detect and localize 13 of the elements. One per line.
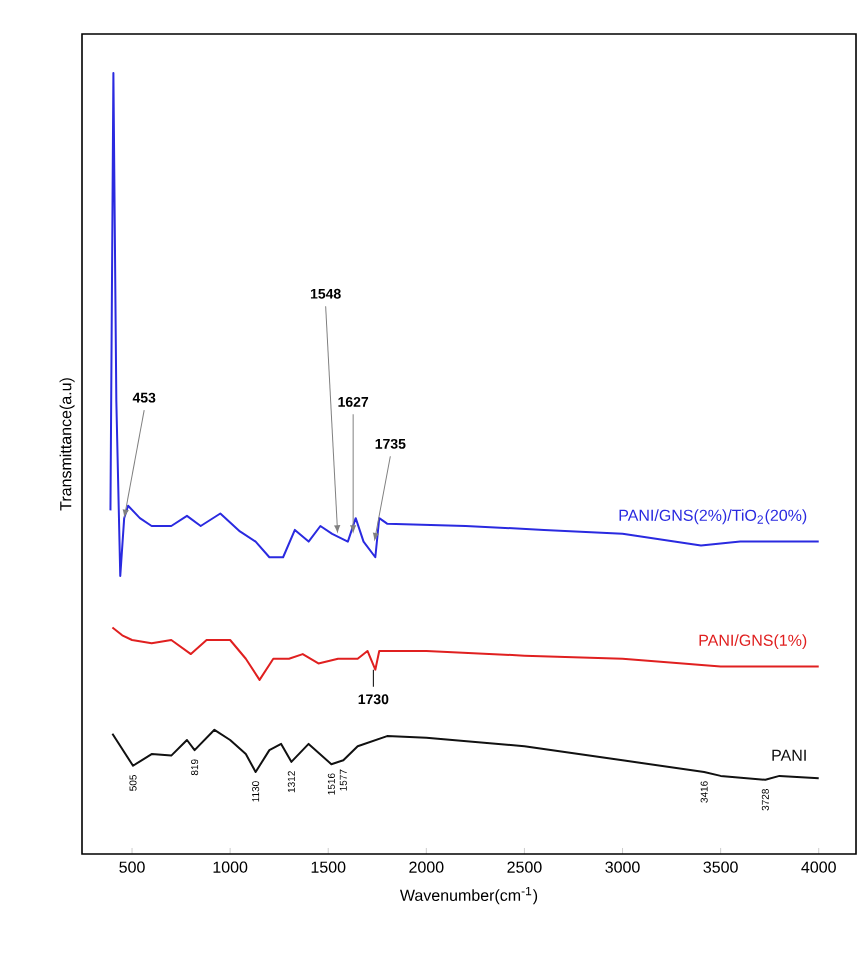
series-label: PANI/GNS(1%) [699, 634, 807, 650]
series-label: PANI [772, 749, 806, 761]
x-tick-label: 4000 [801, 861, 836, 873]
x-tick-label: 3000 [605, 861, 640, 873]
x-tick-label: 3500 [703, 861, 738, 873]
x-axis-title: Wavenumber(cm$^{-1}$) [399, 886, 538, 905]
x-tick-label: 2500 [507, 861, 542, 873]
x-tick-label: 1000 [213, 861, 248, 873]
x-tick-label: 500 [119, 861, 145, 873]
x-tick-label: 1500 [311, 861, 346, 873]
x-tick-label: 2000 [409, 861, 444, 873]
y-axis-title: Transmittance(a.u) [59, 378, 75, 511]
series-label: PANI/GNS(2%)/TiO$_{2}$(20%) [619, 509, 807, 525]
